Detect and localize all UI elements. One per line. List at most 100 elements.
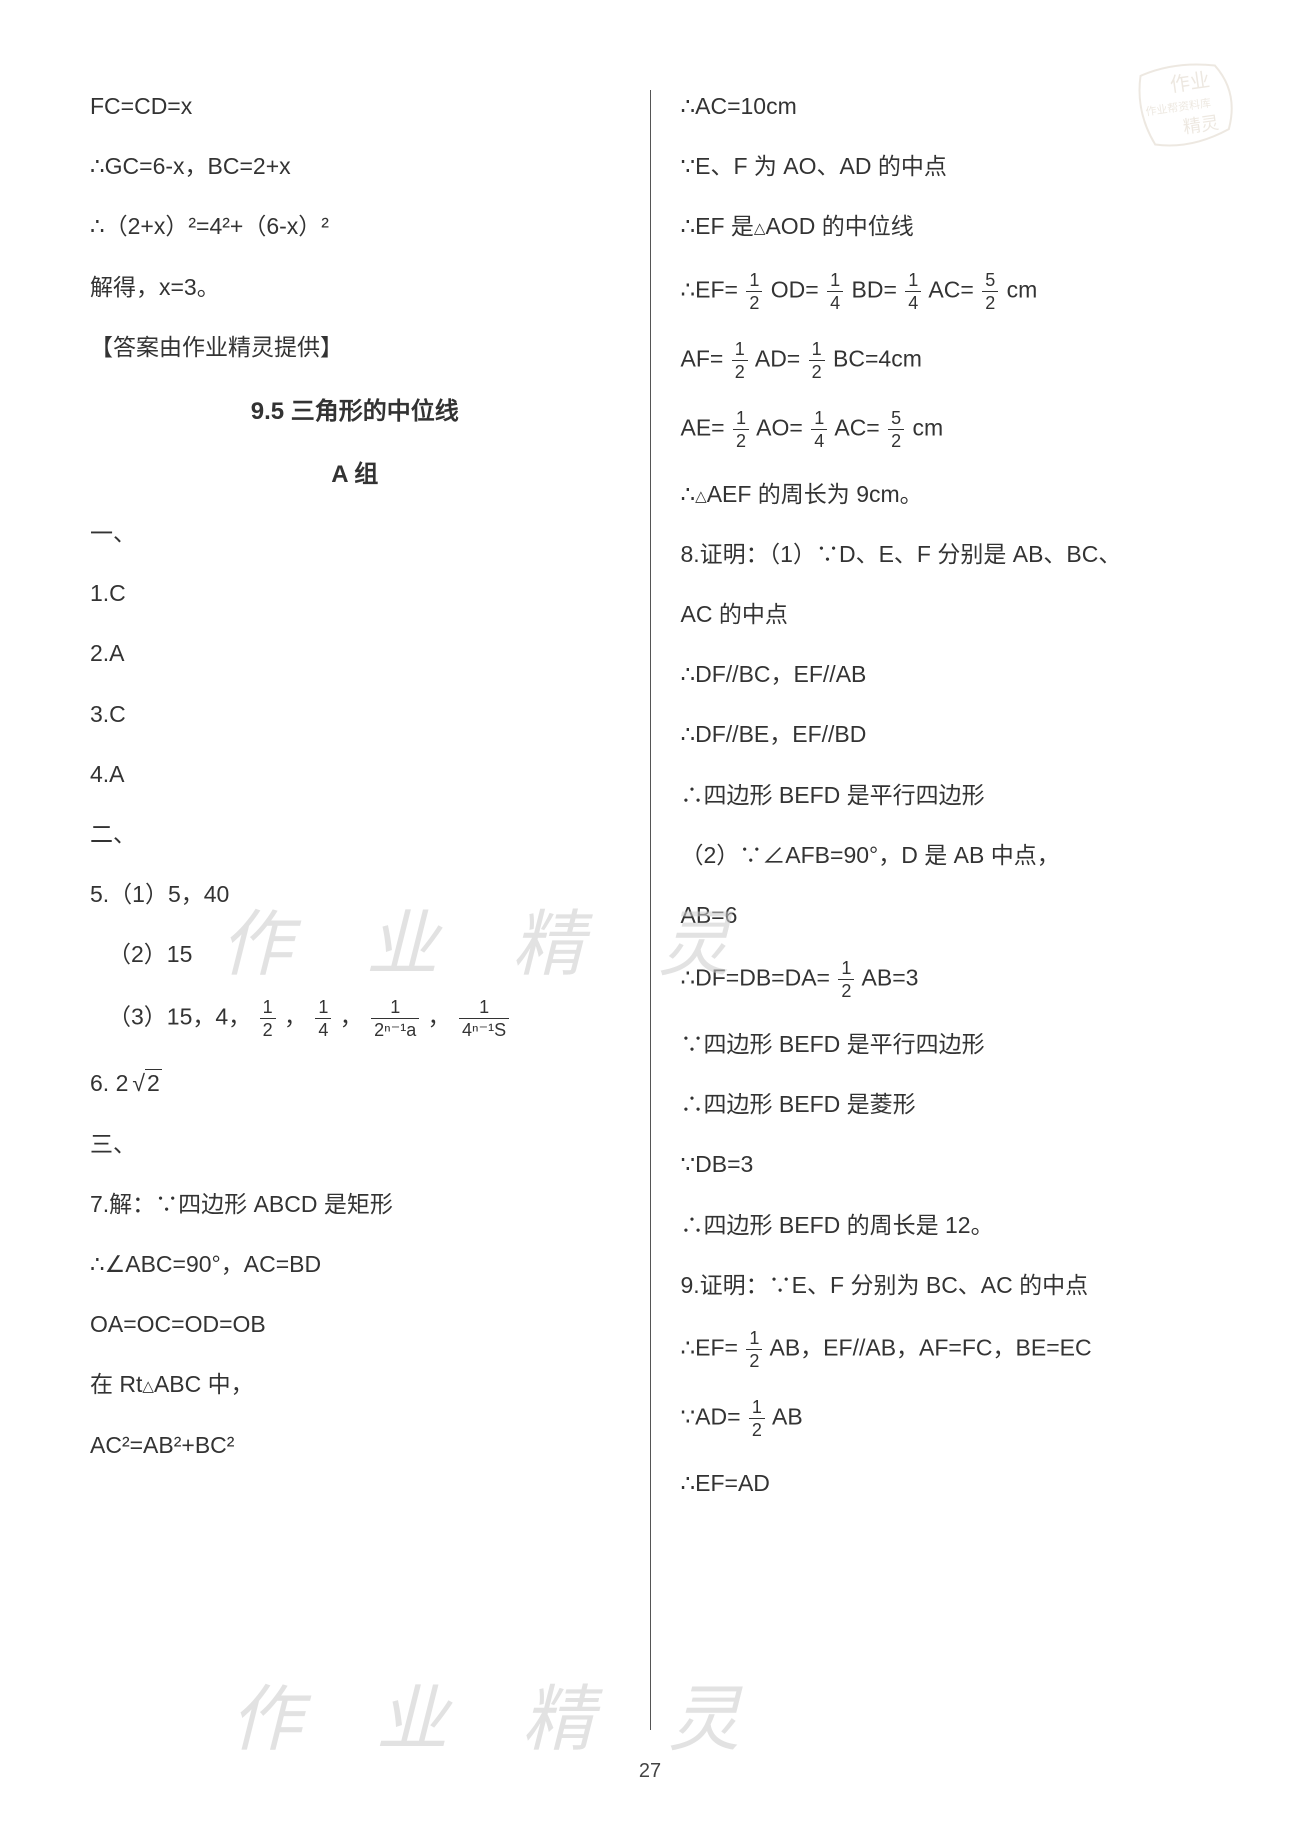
part-label: 二、 [90,818,620,850]
text: OD= [771,276,819,302]
math-line: ∴（2+x）²=4²+（6-x）² [90,210,620,242]
text: 在 Rt [90,1371,142,1397]
solution-line: AC²=AB²+BC² [90,1429,620,1461]
proof-line: ∴DF//BE，EF//BD [681,718,1211,750]
math-line: FC=CD=x [90,90,620,122]
answer-line: （2）15 [90,938,620,970]
text: AEF 的周长为 9cm。 [707,481,923,507]
text: AE= [681,414,725,440]
left-column: FC=CD=x ∴GC=6-x，BC=2+x ∴（2+x）²=4²+（6-x）²… [70,90,651,1730]
solution-line: ∴AC=10cm [681,90,1211,122]
answer-line: 1.C [90,577,620,609]
two-column-layout: FC=CD=x ∴GC=6-x，BC=2+x ∴（2+x）²=4²+（6-x）²… [70,90,1230,1730]
proof-line: ∴四边形 BEFD 的周长是 12。 [681,1209,1211,1241]
text: ， [284,1004,307,1030]
text: ， [340,1004,363,1030]
solution-line: ∴EF= 12 OD= 14 BD= 14 AC= 52 cm [681,271,1211,312]
section-heading: 9.5 三角形的中位线 [90,391,620,426]
page: 作业 作业帮资料库 精灵 FC=CD=x ∴GC=6-x，BC=2+x ∴（2+… [0,0,1300,1838]
text: AOD 的中位线 [765,213,913,239]
right-column: ∴AC=10cm ∵E、F 为 AO、AD 的中点 ∴EF 是△AOD 的中位线… [651,90,1231,1730]
proof-line: 8.证明：（1）∵D、E、F 分别是 AB、BC、 [681,538,1211,570]
text: BD= [852,276,897,302]
text: ABC 中， [154,1371,254,1397]
solution-line: AF= 12 AD= 12 BC=4cm [681,340,1211,381]
triangle-icon: △ [142,1378,154,1395]
answer-line: 2.A [90,637,620,669]
text: ∴EF= [681,276,738,302]
solution-line: ∴EF 是△AOD 的中位线 [681,210,1211,242]
math-line: ∴GC=6-x，BC=2+x [90,150,620,182]
solution-line: ∵E、F 为 AO、AD 的中点 [681,150,1211,182]
answer-line: 6. 22 [90,1067,620,1099]
fraction: 14 [315,998,331,1039]
proof-line: ∴EF=AD [681,1467,1211,1499]
proof-line: ∵DB=3 [681,1148,1211,1180]
solution-line: ∴∠ABC=90°，AC=BD [90,1248,620,1280]
proof-line: ∴DF=DB=DA= 12 AB=3 [681,959,1211,1000]
group-heading: A 组 [90,454,620,489]
answer-line: 5.（1）5，40 [90,878,620,910]
solution-line: OA=OC=OD=OB [90,1308,620,1340]
fraction: 14ⁿ⁻¹S [459,998,509,1039]
sqrt: 2 [128,1067,161,1099]
proof-line: ∴四边形 BEFD 是平行四边形 [681,779,1211,811]
solution-line: 7.解：∵四边形 ABCD 是矩形 [90,1188,620,1220]
fraction: 14 [811,409,827,450]
fraction: 12ⁿ⁻¹a [371,998,419,1039]
text: AF= [681,345,724,371]
fraction: 14 [905,271,921,312]
proof-line: ∵四边形 BEFD 是平行四边形 [681,1028,1211,1060]
fraction: 12 [733,409,749,450]
answer-line: （3）15，4， 12 ， 14 ， 12ⁿ⁻¹a ， 14ⁿ⁻¹S [90,998,620,1039]
proof-line: ∵AD= 12 AB [681,1398,1211,1439]
text: ∴EF 是 [681,213,754,239]
text: （3）15，4， [108,1004,251,1030]
text: AB，EF//AB，AF=FC，BE=EC [770,1335,1092,1361]
text: ∵AD= [681,1404,741,1430]
proof-line: AB=6 [681,899,1211,931]
fraction: 14 [827,271,843,312]
text: cm [1007,276,1038,302]
answer-line: 4.A [90,758,620,790]
solution-line: 在 Rt△ABC 中， [90,1368,620,1400]
page-number: 27 [0,1760,1300,1783]
text: AD= [755,345,800,371]
text: BC=4cm [833,345,922,371]
triangle-icon: △ [754,220,766,237]
fraction: 12 [732,340,748,381]
proof-line: ∴EF= 12 AB，EF//AB，AF=FC，BE=EC [681,1329,1211,1370]
proof-line: 9.证明：∵E、F 分别为 BC、AC 的中点 [681,1269,1211,1301]
text: ， [428,1004,451,1030]
fraction: 12 [749,1398,765,1439]
text: AO= [756,414,803,440]
text: ∴ [681,481,696,507]
proof-line: （2）∵∠AFB=90°，D 是 AB 中点， [681,839,1211,871]
answer-line: 3.C [90,698,620,730]
fraction: 52 [982,271,998,312]
text: 6. 2 [90,1070,128,1096]
fraction: 12 [809,340,825,381]
fraction: 12 [746,1329,762,1370]
credit-line: 【答案由作业精灵提供】 [90,331,620,363]
text: AB=3 [862,965,919,991]
text: ∴EF= [681,1335,738,1361]
proof-line: ∴DF//BC，EF//AB [681,658,1211,690]
text: AC= [834,414,879,440]
text: ∴DF=DB=DA= [681,965,831,991]
fraction: 12 [746,271,762,312]
part-label: 三、 [90,1128,620,1160]
proof-line: ∴四边形 BEFD 是菱形 [681,1088,1211,1120]
fraction: 12 [838,959,854,1000]
text: cm [913,414,944,440]
math-line: 解得，x=3。 [90,271,620,303]
fraction: 12 [260,998,276,1039]
solution-line: ∴△AEF 的周长为 9cm。 [681,478,1211,510]
text: AC= [928,276,973,302]
proof-line: AC 的中点 [681,598,1211,630]
solution-line: AE= 12 AO= 14 AC= 52 cm [681,409,1211,450]
part-label: 一、 [90,517,620,549]
triangle-icon: △ [695,488,707,505]
fraction: 52 [888,409,904,450]
text: AB [772,1404,803,1430]
